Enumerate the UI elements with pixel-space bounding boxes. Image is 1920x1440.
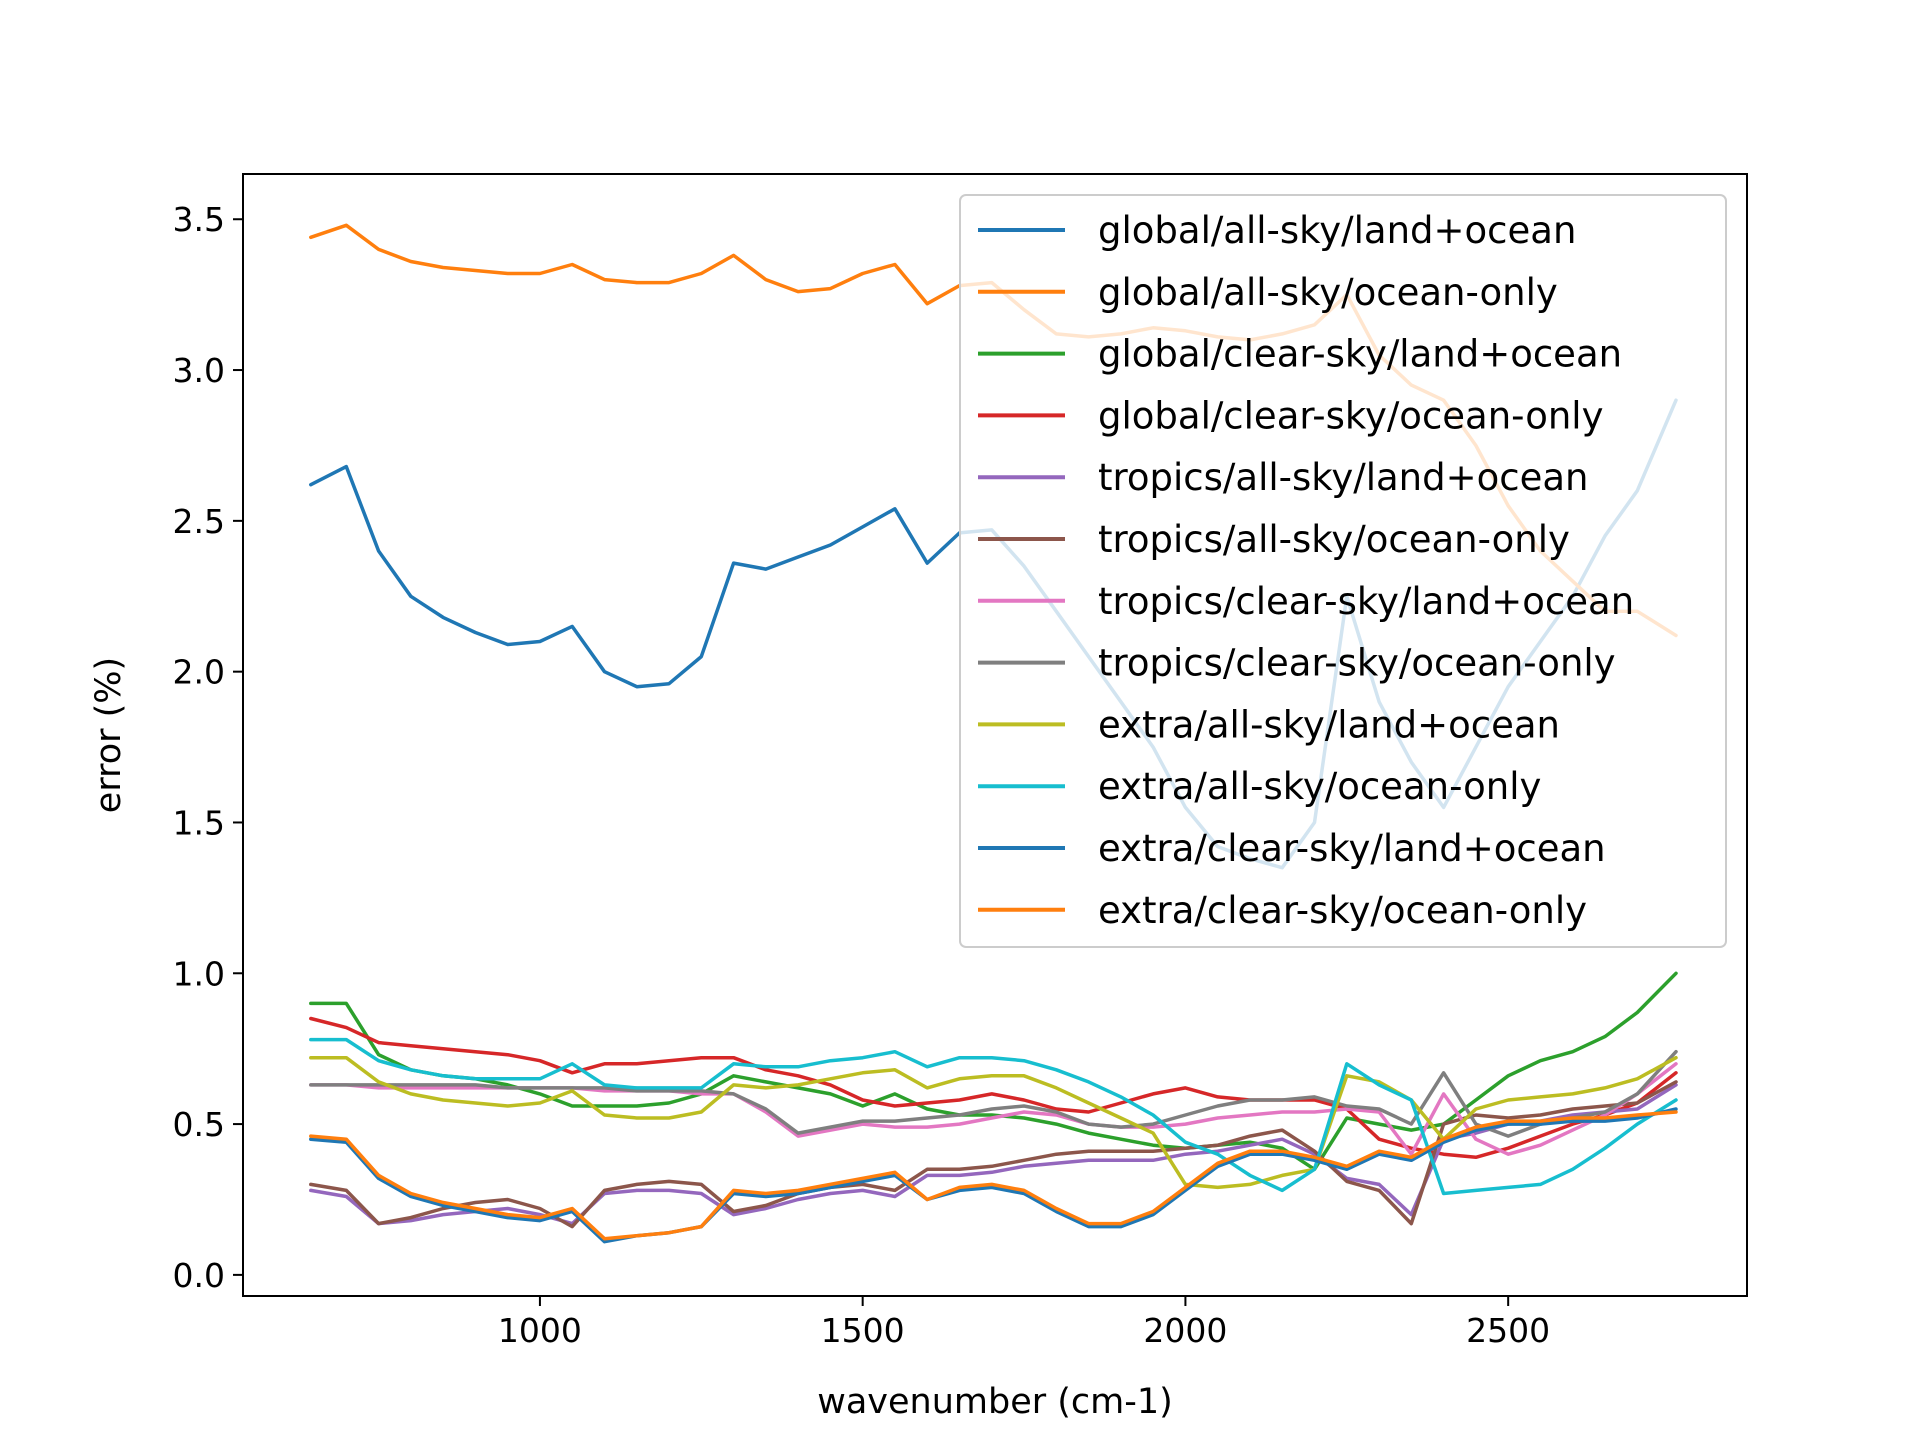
x-axis-ticks: 1000 1500 2000 2500	[498, 1296, 1550, 1350]
y-tick-label: 0.0	[173, 1256, 225, 1295]
series-line-10	[309, 1037, 1678, 1196]
legend-label: extra/clear-sky/ocean-only	[1098, 889, 1587, 932]
legend-label: tropics/all-sky/land+ocean	[1098, 456, 1589, 499]
legend-label: extra/clear-sky/land+ocean	[1098, 827, 1606, 870]
y-tick-label: 2.0	[173, 653, 225, 692]
y-tick-label: 2.5	[173, 502, 225, 541]
x-tick-label: 1500	[821, 1311, 905, 1350]
legend-label: tropics/clear-sky/ocean-only	[1098, 642, 1616, 685]
series-line-6	[309, 1080, 1678, 1229]
legend-label: tropics/clear-sky/land+ocean	[1098, 580, 1634, 623]
x-tick-label: 1000	[498, 1311, 582, 1350]
y-tick-label: 1.5	[173, 803, 225, 842]
legend-label: global/clear-sky/ocean-only	[1098, 394, 1603, 437]
series-line-11	[309, 1107, 1678, 1244]
x-tick-label: 2000	[1143, 1311, 1227, 1350]
y-tick-label: 3.0	[173, 351, 225, 390]
x-tick-label: 2500	[1466, 1311, 1550, 1350]
y-axis-label: error (%)	[89, 657, 129, 813]
series-line-4	[309, 1016, 1678, 1160]
y-tick-label: 0.5	[173, 1105, 225, 1144]
legend-box	[959, 194, 1727, 948]
y-tick-label: 1.0	[173, 954, 225, 993]
series-line-8	[309, 1049, 1678, 1138]
legend-label: global/all-sky/land+ocean	[1098, 209, 1576, 252]
plot-frame	[242, 173, 1748, 1297]
x-axis-label: wavenumber (cm-1)	[817, 1382, 1173, 1422]
legend-label: extra/all-sky/land+ocean	[1098, 703, 1560, 746]
series-line-12	[309, 1110, 1678, 1241]
legend-label: extra/all-sky/ocean-only	[1098, 765, 1541, 808]
y-axis-ticks: 0.0 0.5 1.0 1.5 2.0 2.5 3.0 3.5	[173, 200, 243, 1295]
legend-label: global/clear-sky/land+ocean	[1098, 333, 1622, 376]
y-tick-label: 3.5	[173, 200, 225, 239]
legend-label: global/all-sky/ocean-only	[1098, 271, 1558, 314]
legend-items: global/all-sky/land+ocean global/all-sky/…	[978, 209, 1634, 932]
legend-label: tropics/all-sky/ocean-only	[1098, 518, 1570, 561]
legend: global/all-sky/land+ocean global/all-sky/…	[959, 194, 1727, 948]
